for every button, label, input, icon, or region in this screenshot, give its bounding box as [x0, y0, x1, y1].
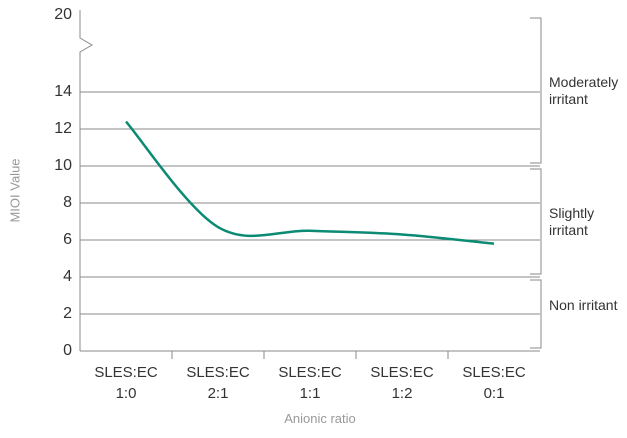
zone-label: Non irritant [549, 297, 618, 313]
x-axis-title: Anionic ratio [284, 411, 356, 426]
y-tick-label: 6 [63, 231, 72, 248]
x-tick-label: SLES:EC 0:1 [462, 364, 526, 402]
x-tick-label: SLES:EC 1:0 [94, 364, 158, 402]
zone-bracket [530, 279, 542, 349]
y-tick-label: 8 [63, 194, 72, 211]
data-line [125, 120, 495, 245]
y-axis [79, 10, 93, 351]
zone-bracket [530, 168, 542, 275]
y-tick-label: 14 [54, 83, 72, 100]
x-tick-label: SLES:EC 2:1 [186, 364, 250, 402]
y-tick-label: 12 [54, 120, 72, 137]
y-tick-label: 0 [63, 342, 72, 359]
x-tick-label: SLES:EC 1:2 [370, 364, 434, 402]
y-axis-title: MIOI Value [7, 158, 23, 223]
x-tick-label: SLES:EC 1:1 [278, 364, 342, 402]
y-tick-label: 10 [54, 157, 72, 174]
zone-bracket [530, 17, 542, 164]
zone-label: Slightly irritant [549, 204, 595, 238]
y-tick-label: 2 [63, 305, 72, 322]
zone-label: Moderately irritant [549, 73, 619, 107]
y-tick-label: 4 [63, 268, 72, 285]
y-tick-label: 20 [54, 6, 72, 23]
